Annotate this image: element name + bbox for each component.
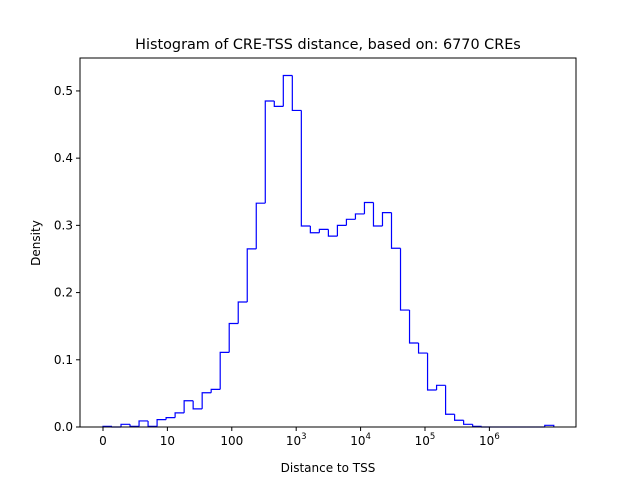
x-tick-label: 104 — [350, 432, 371, 448]
y-tick-label: 0.1 — [54, 353, 73, 367]
histogram-bin — [327, 229, 338, 237]
histogram-bin — [336, 224, 347, 237]
histogram-bin — [291, 75, 302, 112]
histogram-bin — [201, 392, 212, 409]
x-tick-label: 0 — [99, 434, 107, 448]
y-tick-label: 0.4 — [54, 151, 73, 165]
histogram-bin — [192, 400, 203, 410]
histogram-bin — [417, 342, 428, 354]
plot-area: 0.0 0.1 0.2 0.3 0.4 0.5 0 10 100 103 104 105 106 — [54, 74, 555, 448]
histogram-bin — [363, 201, 374, 214]
x-tick-label: 105 — [415, 432, 436, 448]
histogram-bin — [300, 110, 311, 227]
axes-frame — [79, 57, 577, 428]
chart-title: Histogram of CRE-TSS distance, based on:… — [135, 37, 521, 53]
histogram-bin — [399, 248, 410, 311]
histogram-bin — [435, 384, 446, 391]
histogram-bin — [183, 400, 194, 413]
histogram-bin — [255, 202, 266, 249]
histogram-bin — [544, 424, 555, 427]
histogram-bin — [472, 424, 482, 427]
histogram-bin — [174, 412, 185, 418]
histogram-bin — [129, 424, 140, 427]
y-tick-label: 0.0 — [54, 420, 73, 434]
histogram-bin — [138, 420, 149, 427]
y-tick-label: 0.2 — [54, 286, 73, 300]
y-tick-label: 0.3 — [54, 218, 73, 232]
histogram-bin — [147, 420, 158, 427]
histogram-bin — [156, 419, 167, 427]
histogram-bin — [354, 213, 365, 220]
histogram-bin — [246, 248, 257, 302]
histogram-bin — [372, 202, 383, 227]
histogram-bin — [408, 310, 419, 344]
histogram-bin — [237, 301, 248, 324]
histogram-bin — [120, 423, 131, 427]
histogram-bin — [210, 388, 221, 393]
histogram-bin — [444, 385, 455, 415]
histogram-bin — [454, 414, 464, 421]
x-tick-label: 100 — [220, 434, 243, 448]
histogram-bin — [273, 101, 284, 107]
histogram-bin — [228, 322, 239, 353]
y-axis-label: Density — [29, 220, 43, 266]
histogram-bin — [165, 416, 176, 420]
histogram-bin — [264, 100, 275, 204]
histogram-bin — [219, 351, 230, 390]
histogram-bin — [390, 212, 401, 249]
x-tick-label: 10 — [160, 434, 175, 448]
x-axis-label: Distance to TSS — [281, 461, 376, 475]
histogram-bin — [463, 420, 473, 425]
y-tick-label: 0.5 — [54, 84, 73, 98]
histogram-bin — [345, 218, 356, 226]
histogram-bin — [309, 226, 320, 234]
x-tick-label: 103 — [286, 432, 307, 448]
x-tick-label: 106 — [479, 432, 500, 448]
histogram-bin — [426, 353, 437, 391]
histogram-bin — [318, 228, 329, 233]
histogram-bin — [381, 211, 392, 227]
histogram-bin — [282, 74, 293, 107]
